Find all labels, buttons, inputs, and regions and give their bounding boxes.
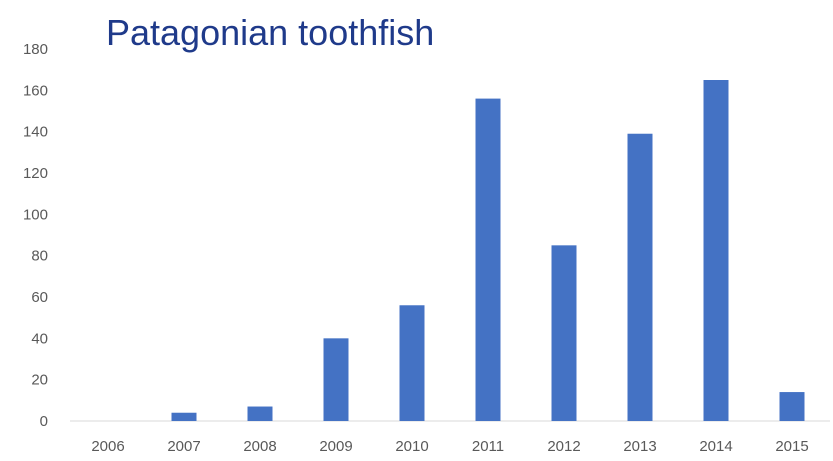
x-tick-label: 2011: [472, 438, 504, 455]
x-tick-label: 2012: [547, 438, 580, 455]
x-tick-label: 2010: [395, 438, 428, 455]
y-tick-label: 140: [23, 124, 48, 141]
y-tick-label: 100: [23, 206, 48, 223]
y-tick-label: 40: [31, 330, 48, 347]
bar-2010: [399, 305, 425, 421]
chart-title: Patagonian toothfish: [106, 12, 434, 53]
y-tick-label: 0: [40, 413, 48, 430]
bar-2011: [475, 98, 501, 421]
x-tick-label: 2006: [91, 438, 124, 455]
x-tick-label: 2014: [699, 438, 732, 455]
bar-2015: [779, 392, 805, 421]
y-tick-label: 160: [23, 82, 48, 99]
y-tick-label: 80: [31, 248, 48, 265]
y-tick-label: 20: [31, 372, 48, 389]
x-tick-label: 2015: [775, 438, 808, 455]
x-tick-label: 2009: [319, 438, 352, 455]
x-tick-label: 2008: [243, 438, 276, 455]
x-tick-label: 2007: [167, 438, 200, 455]
y-tick-label: 120: [23, 165, 48, 182]
bar-2012: [551, 245, 577, 421]
bars: [171, 80, 805, 421]
bar-2007: [171, 412, 197, 421]
x-tick-label: 2013: [623, 438, 656, 455]
y-tick-label: 180: [23, 41, 48, 58]
bar-2008: [247, 406, 273, 421]
x-axis: 2006 2007 2008 2009 2010 2011 2012 2013 2014 2015: [91, 438, 808, 455]
y-tick-label: 60: [31, 289, 48, 306]
bar-2014: [703, 80, 729, 421]
y-axis: 0 20 40 60 80 100 120 140 160 180: [23, 41, 48, 430]
bar-2013: [627, 133, 653, 421]
bar-2009: [323, 338, 349, 421]
